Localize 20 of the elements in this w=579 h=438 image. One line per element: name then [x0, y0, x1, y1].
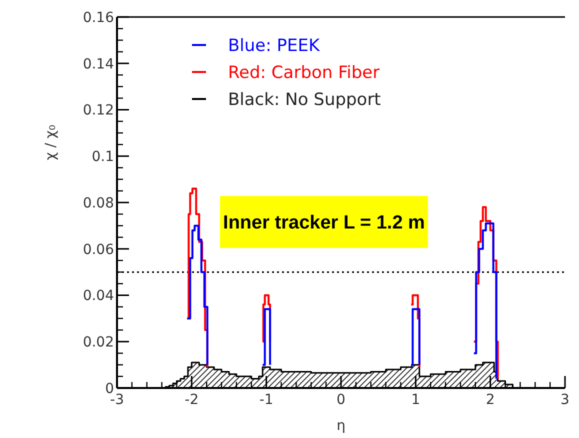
legend-label: Red: Carbon Fiber — [228, 62, 380, 83]
x-tick-label: 0 — [336, 392, 346, 408]
y-tick-label: 0.04 — [82, 288, 114, 304]
y-axis-title: χ / χ₀ — [43, 124, 59, 160]
y-tick-label: 0.08 — [82, 195, 114, 212]
y-tick-label: 0.06 — [82, 242, 114, 258]
x-tick-label: 2 — [486, 392, 495, 408]
x-axis-title: η — [336, 418, 346, 434]
x-tick-label: -1 — [259, 392, 274, 408]
x-tick-label: 3 — [560, 392, 570, 408]
y-tick-label: 0.14 — [82, 56, 114, 72]
y-tick-label: 0.16 — [82, 10, 114, 26]
text: Black: No Support — [228, 90, 382, 110]
y-tick-label: 0.12 — [82, 102, 114, 119]
y-tick-label: 0.1 — [92, 149, 114, 166]
annotation: Inner tracker L = 1.2 m — [223, 212, 425, 234]
legend-label: Blue: PEEK — [228, 36, 320, 56]
x-tick-label: 1 — [411, 392, 420, 408]
y-tick-label: 0.02 — [82, 334, 114, 351]
x-tick-label: -2 — [184, 392, 199, 408]
